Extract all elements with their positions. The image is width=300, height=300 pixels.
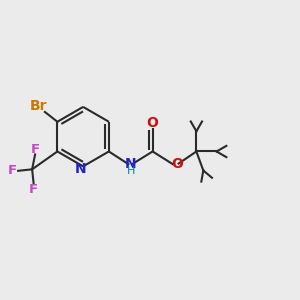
Text: Br: Br	[30, 99, 47, 113]
Text: H: H	[127, 166, 135, 176]
Text: N: N	[125, 157, 136, 170]
Text: F: F	[8, 164, 17, 177]
Text: F: F	[29, 183, 38, 196]
Text: F: F	[31, 143, 40, 156]
Text: O: O	[171, 157, 183, 170]
Text: O: O	[147, 116, 159, 130]
Text: N: N	[75, 162, 87, 176]
